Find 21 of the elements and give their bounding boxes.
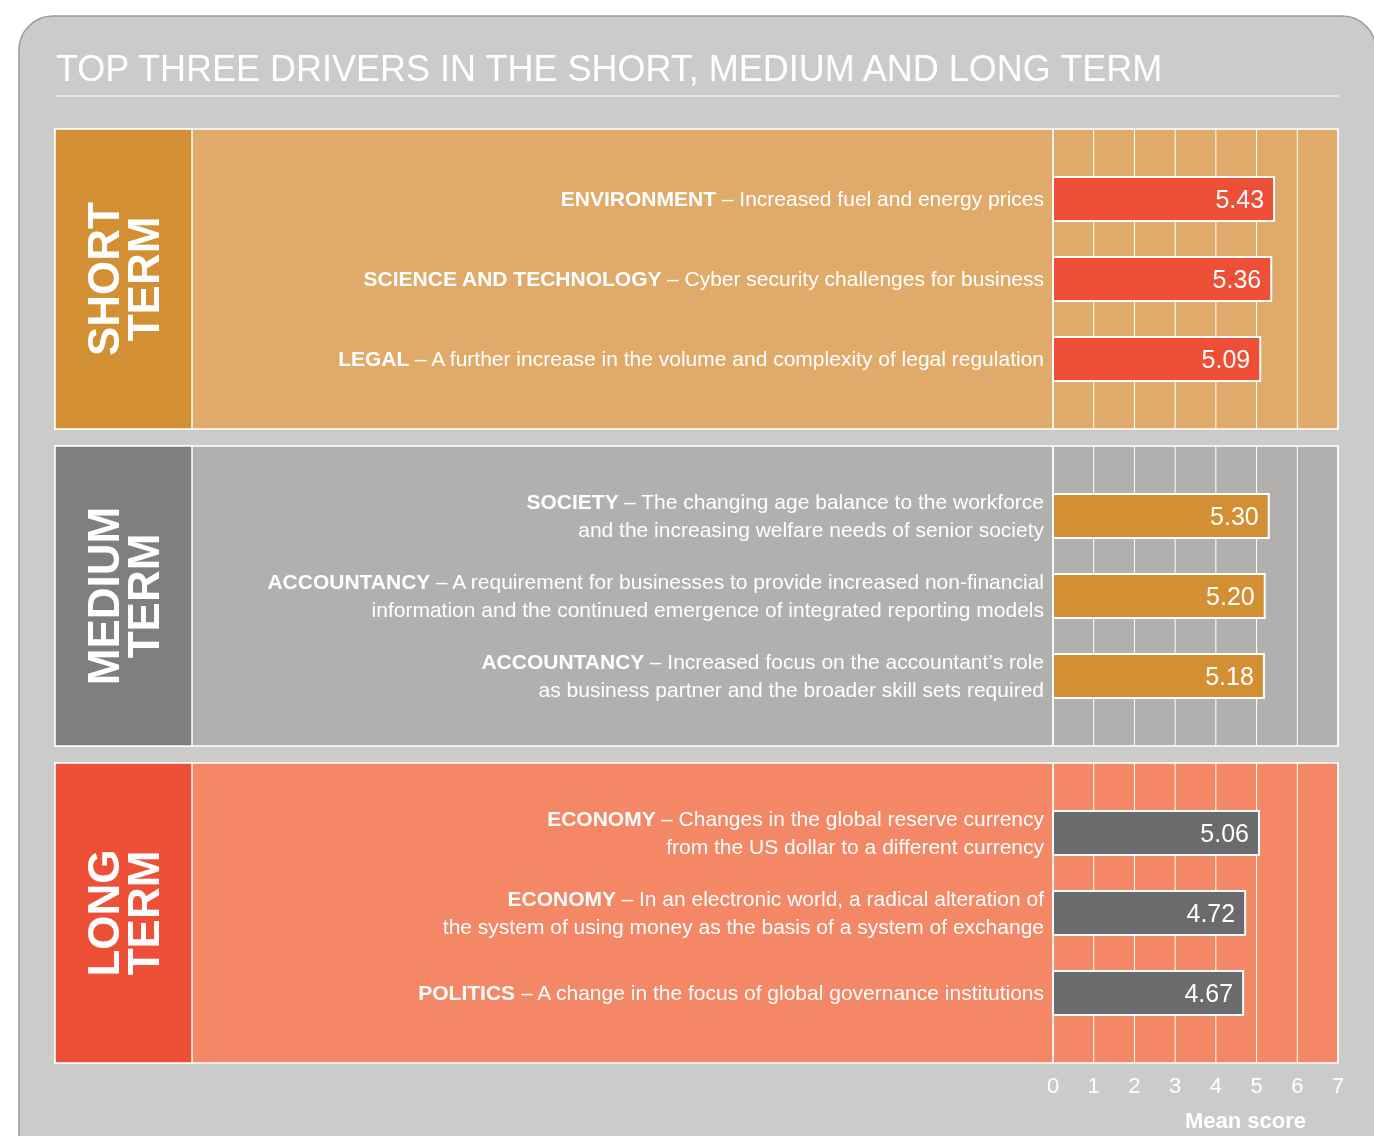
category-label: ACCOUNTANCY – Increased focus on the accountant’s role as business partner and the broader skill sets required — [481, 650, 1044, 701]
y-axis-title: LONG TERM — [78, 849, 168, 977]
data-label: 5.20 — [1206, 582, 1255, 610]
y-axis-title: MEDIUM TERM — [78, 506, 168, 686]
category-label: SCIENCE AND TECHNOLOGY – Cyber security challenges for business — [363, 267, 1044, 290]
data-label: 5.43 — [1215, 185, 1265, 213]
category-label: POLITICS – A change in the focus of global governance institutions — [418, 981, 1044, 1004]
data-label: 4.67 — [1184, 979, 1234, 1007]
category-label: ACCOUNTANCY – A requirement for businesses to provide increased non-financial information and the continued emergence of integrated reporting models — [267, 570, 1044, 621]
category-label: ENVIRONMENT – Increased fuel and energy prices — [560, 187, 1044, 210]
category-label: ECONOMY – In an electronic world, a radical alteration of the system of using money as the basis of a system of exchange — [442, 887, 1044, 938]
data-label: 5.30 — [1210, 502, 1259, 530]
data-label: 5.09 — [1201, 345, 1251, 373]
category-label: SOCIETY – The changing age balance to the workforce and the increasing welfare needs of senior society — [526, 490, 1044, 541]
data-label: 5.36 — [1212, 265, 1262, 293]
data-label: 4.72 — [1186, 899, 1236, 927]
data-label: 5.18 — [1205, 662, 1254, 690]
category-label: LEGAL – A further increase in the volume and complexity of legal regulation — [338, 347, 1044, 370]
category-label: ECONOMY – Changes in the global reserve currency from the US dollar to a different currency — [547, 807, 1044, 858]
data-label: 5.06 — [1200, 819, 1250, 847]
y-axis-title: SHORT TERM — [78, 201, 168, 356]
